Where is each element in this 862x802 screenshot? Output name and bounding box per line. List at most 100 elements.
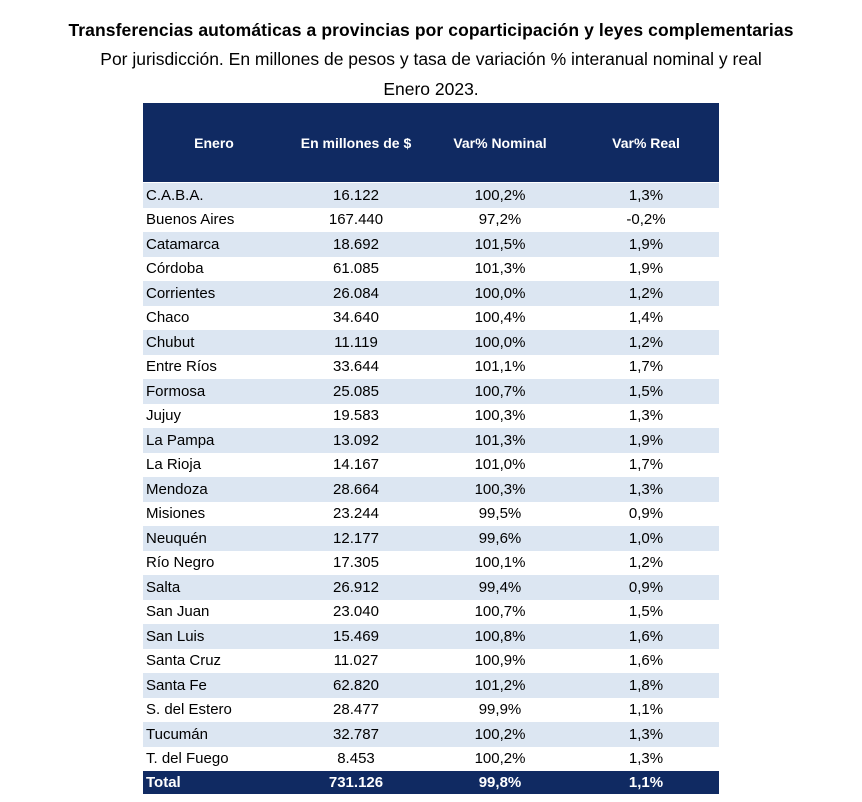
table-header-row: Enero En millones de $ Var% Nominal Var%… [143, 103, 719, 182]
table-total-row: Total 731.126 99,8% 1,1% [143, 771, 719, 794]
row-jurisdiction: La Rioja [143, 452, 285, 477]
row-amount: 28.477 [285, 697, 427, 722]
table-row: Jujuy 19.583 100,3% 1,3% [143, 403, 719, 428]
row-var-nominal: 101,2% [427, 673, 573, 698]
row-amount: 23.244 [285, 501, 427, 526]
page-subtitle: Por jurisdicción. En millones de pesos y… [100, 49, 762, 69]
row-jurisdiction: Mendoza [143, 477, 285, 502]
column-header-var-real: Var% Real [573, 103, 719, 182]
row-var-nominal: 100,9% [427, 648, 573, 673]
row-var-real: 1,5% [573, 379, 719, 404]
row-var-real: 1,6% [573, 624, 719, 649]
total-amount: 731.126 [285, 771, 427, 794]
table-row: Formosa 25.085 100,7% 1,5% [143, 379, 719, 404]
row-jurisdiction: Neuquén [143, 526, 285, 551]
row-var-nominal: 100,8% [427, 624, 573, 649]
column-header-var-nominal: Var% Nominal [427, 103, 573, 182]
table-row: S. del Estero 28.477 99,9% 1,1% [143, 697, 719, 722]
row-amount: 62.820 [285, 673, 427, 698]
row-var-nominal: 99,5% [427, 501, 573, 526]
row-var-real: 1,2% [573, 281, 719, 306]
row-var-real: 1,6% [573, 648, 719, 673]
row-var-nominal: 100,3% [427, 403, 573, 428]
row-var-real: 1,4% [573, 305, 719, 330]
row-amount: 33.644 [285, 354, 427, 379]
row-var-real: 1,2% [573, 550, 719, 575]
row-jurisdiction: Buenos Aires [143, 207, 285, 232]
row-jurisdiction: Misiones [143, 501, 285, 526]
row-jurisdiction: Salta [143, 575, 285, 600]
table-row: Chubut 11.119 100,0% 1,2% [143, 330, 719, 355]
row-amount: 11.027 [285, 648, 427, 673]
row-jurisdiction: S. del Estero [143, 697, 285, 722]
row-var-real: 0,9% [573, 501, 719, 526]
total-var-real: 1,1% [573, 771, 719, 794]
row-var-nominal: 101,0% [427, 452, 573, 477]
row-var-nominal: 100,4% [427, 305, 573, 330]
row-jurisdiction: Chaco [143, 305, 285, 330]
row-var-real: -0,2% [573, 207, 719, 232]
row-var-real: 1,7% [573, 354, 719, 379]
row-jurisdiction: Río Negro [143, 550, 285, 575]
table-body: C.A.B.A. 16.122 100,2% 1,3% Buenos Aires 167.… [143, 183, 719, 771]
row-var-real: 1,3% [573, 183, 719, 208]
row-var-nominal: 100,2% [427, 722, 573, 747]
row-var-real: 0,9% [573, 575, 719, 600]
row-jurisdiction: T. del Fuego [143, 746, 285, 771]
row-var-nominal: 97,2% [427, 207, 573, 232]
transfers-table: Enero En millones de $ Var% Nominal Var%… [143, 103, 719, 794]
table-row: Santa Cruz 11.027 100,9% 1,6% [143, 648, 719, 673]
row-var-real: 1,9% [573, 256, 719, 281]
table-row: La Rioja 14.167 101,0% 1,7% [143, 452, 719, 477]
row-jurisdiction: Formosa [143, 379, 285, 404]
row-jurisdiction: Corrientes [143, 281, 285, 306]
table-row: C.A.B.A. 16.122 100,2% 1,3% [143, 183, 719, 208]
row-amount: 18.692 [285, 232, 427, 257]
row-var-nominal: 99,9% [427, 697, 573, 722]
row-var-real: 1,5% [573, 599, 719, 624]
row-var-real: 1,8% [573, 673, 719, 698]
row-amount: 28.664 [285, 477, 427, 502]
table-row: Río Negro 17.305 100,1% 1,2% [143, 550, 719, 575]
row-amount: 16.122 [285, 183, 427, 208]
row-var-nominal: 101,3% [427, 428, 573, 453]
row-var-real: 1,2% [573, 330, 719, 355]
row-var-nominal: 100,3% [427, 477, 573, 502]
row-var-real: 1,9% [573, 232, 719, 257]
row-amount: 11.119 [285, 330, 427, 355]
row-amount: 26.912 [285, 575, 427, 600]
row-var-nominal: 100,1% [427, 550, 573, 575]
row-var-real: 1,3% [573, 746, 719, 771]
row-var-real: 1,7% [573, 452, 719, 477]
table-row: La Pampa 13.092 101,3% 1,9% [143, 428, 719, 453]
row-var-nominal: 100,0% [427, 330, 573, 355]
row-var-nominal: 100,2% [427, 183, 573, 208]
row-jurisdiction: Córdoba [143, 256, 285, 281]
row-jurisdiction: Entre Ríos [143, 354, 285, 379]
row-amount: 12.177 [285, 526, 427, 551]
row-amount: 19.583 [285, 403, 427, 428]
table-row: Córdoba 61.085 101,3% 1,9% [143, 256, 719, 281]
table-row: Chaco 34.640 100,4% 1,4% [143, 305, 719, 330]
row-var-nominal: 101,3% [427, 256, 573, 281]
page-date: Enero 2023. [383, 79, 479, 99]
row-amount: 8.453 [285, 746, 427, 771]
row-amount: 25.085 [285, 379, 427, 404]
total-label: Total [143, 771, 285, 794]
row-jurisdiction: Chubut [143, 330, 285, 355]
table-row: Santa Fe 62.820 101,2% 1,8% [143, 673, 719, 698]
table-row: Neuquén 12.177 99,6% 1,0% [143, 526, 719, 551]
row-var-nominal: 99,6% [427, 526, 573, 551]
row-jurisdiction: San Luis [143, 624, 285, 649]
row-amount: 32.787 [285, 722, 427, 747]
row-amount: 15.469 [285, 624, 427, 649]
page-title: Transferencias automáticas a provincias … [68, 20, 794, 40]
table-row: Tucumán 32.787 100,2% 1,3% [143, 722, 719, 747]
table-row: Salta 26.912 99,4% 0,9% [143, 575, 719, 600]
row-amount: 167.440 [285, 207, 427, 232]
column-header-amount: En millones de $ [285, 103, 427, 182]
row-var-real: 1,3% [573, 477, 719, 502]
row-jurisdiction: Tucumán [143, 722, 285, 747]
row-jurisdiction: San Juan [143, 599, 285, 624]
total-var-nominal: 99,8% [427, 771, 573, 794]
